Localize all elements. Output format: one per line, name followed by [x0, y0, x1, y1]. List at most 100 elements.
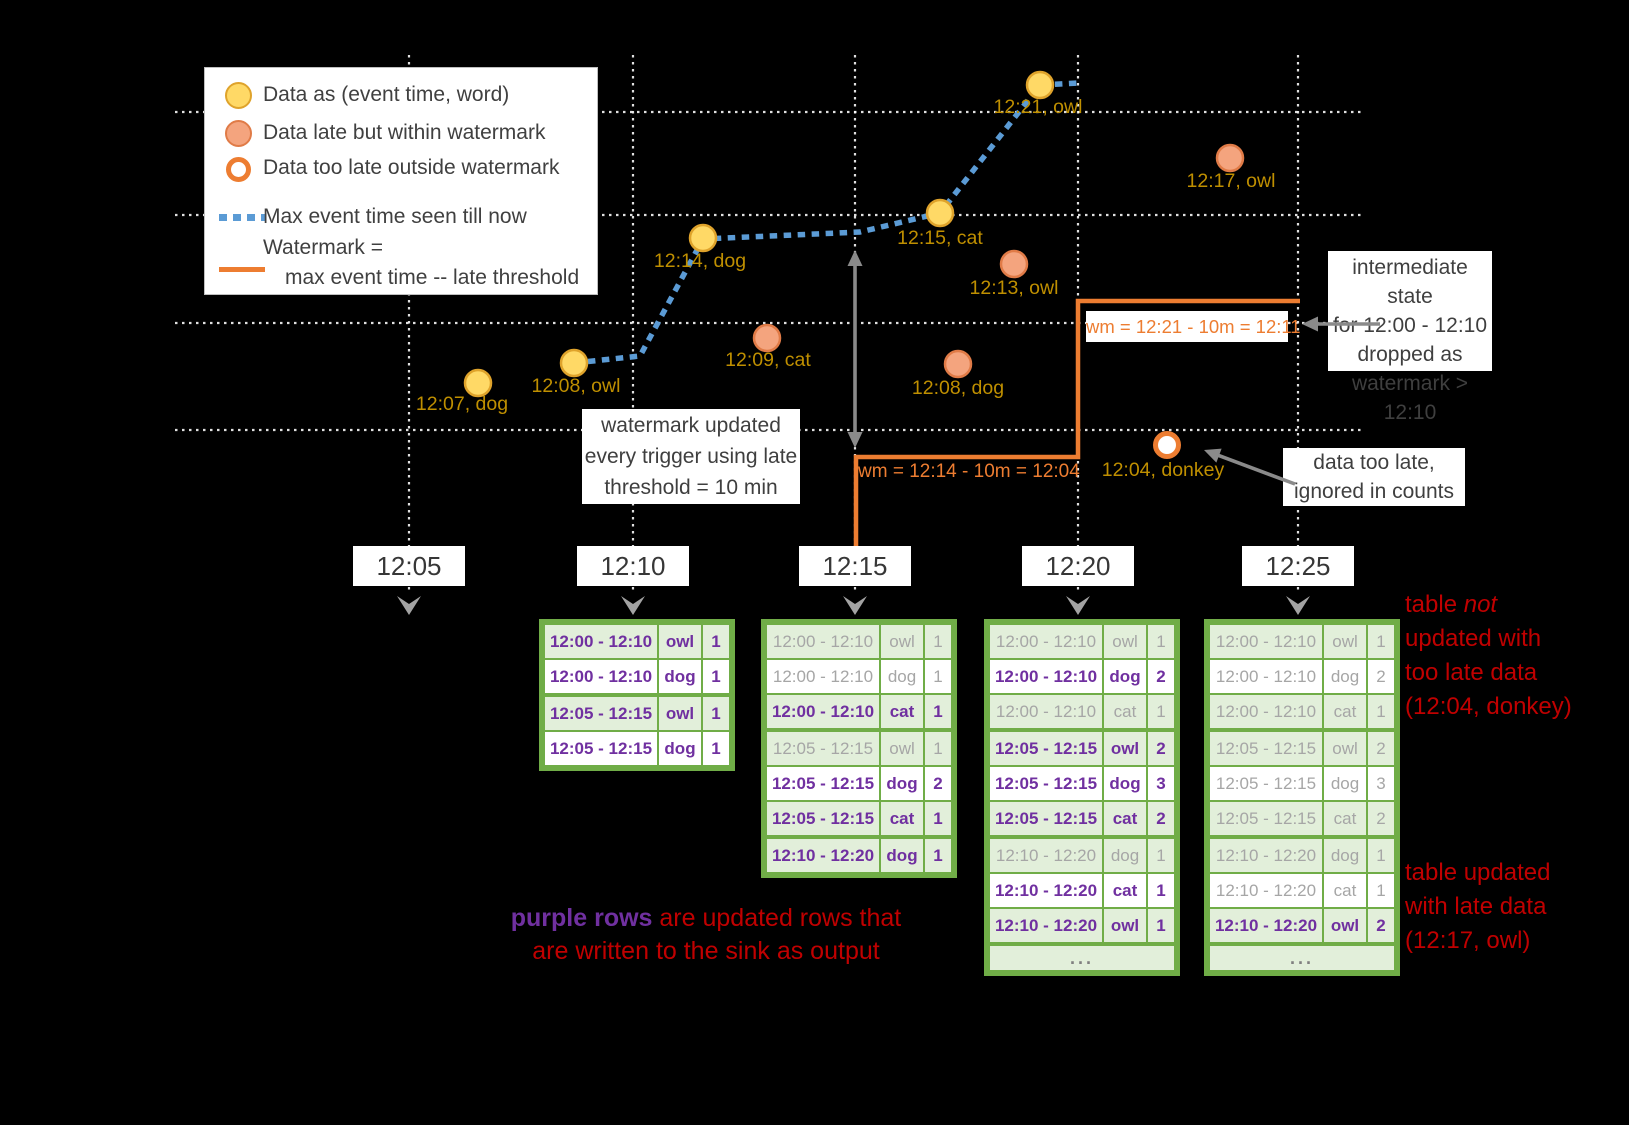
max-event-time-line	[573, 80, 1081, 366]
table-cell: 1	[1146, 623, 1176, 660]
data-point-12-21-owl	[1025, 70, 1055, 100]
legend: Data as (event time, word) Data late but…	[204, 67, 598, 295]
table-cell: 12:05 - 12:15	[765, 765, 881, 802]
table-cell: 12:00 - 12:10	[765, 623, 881, 660]
table-cell: dog	[1322, 658, 1368, 695]
table-cell: dog	[1102, 835, 1148, 874]
result-table-12:15-grid: 12:00 - 12:10 owl 1 12:00 - 12:10 dog 1 12:00 …	[765, 623, 953, 874]
table-cell: cat	[1322, 693, 1368, 731]
tick-12:15: 12:15	[799, 546, 911, 586]
table-more-cell: ...	[988, 942, 1176, 972]
table-cell: 1	[923, 623, 953, 660]
legend-item-toolate: Data too late outside watermark	[263, 156, 560, 179]
table-cell: 12:10 - 12:20	[988, 872, 1104, 909]
table-cell: 1	[701, 623, 731, 660]
table-cell: 12:00 - 12:10	[765, 658, 881, 695]
table-cell: 1	[1146, 835, 1176, 874]
table-row: 12:05 - 12:15 dog 3	[1208, 765, 1396, 802]
table-cell: 12:00 - 12:10	[765, 693, 881, 731]
point-label: 12:17, owl	[1187, 170, 1276, 192]
table-cell: dog	[1102, 658, 1148, 695]
table-row: 12:00 - 12:10 cat 1	[765, 693, 953, 731]
tick-12:25: 12:25	[1242, 546, 1354, 586]
point-label: 12:08, owl	[532, 375, 621, 397]
table-cell: dog	[879, 658, 925, 695]
table-cell: 2	[923, 765, 953, 802]
table-row: 12:00 - 12:10 cat 1	[988, 693, 1176, 731]
table-row: 12:05 - 12:15 owl 2	[988, 728, 1176, 767]
table-row: 12:10 - 12:20 owl 1	[988, 907, 1176, 945]
table-row: 12:00 - 12:10 owl 1	[765, 623, 953, 660]
table-row: 12:05 - 12:15 dog 1	[543, 730, 731, 767]
table-cell: 1	[701, 658, 731, 696]
point-label: 12:21, owl	[994, 96, 1083, 118]
watermark-value-label-2: wm = 12:21 - 10m = 12:11	[1086, 311, 1301, 342]
table-cell: dog	[657, 658, 703, 696]
callout-data-too-late: data too late, ignored in counts	[1283, 448, 1465, 506]
table-cell: owl	[1322, 728, 1368, 767]
table-cell: 12:00 - 12:10	[1208, 693, 1324, 731]
result-table-12:10: 12:00 - 12:10 owl 1 12:00 - 12:10 dog 1 12:05 …	[539, 619, 735, 771]
table-cell: owl	[1322, 907, 1368, 945]
table-cell: cat	[1102, 693, 1148, 731]
trigger-double-arrow-head	[847, 432, 863, 448]
table-cell: 3	[1146, 765, 1176, 802]
table-cell: 12:00 - 12:10	[988, 623, 1104, 660]
table-cell: dog	[879, 765, 925, 802]
table-cell: 1	[923, 800, 953, 838]
table-cell: cat	[879, 693, 925, 731]
table-cell: cat	[1322, 872, 1368, 909]
table-cell: 1	[923, 693, 953, 731]
table-row: 12:00 - 12:10 owl 1	[1208, 623, 1396, 660]
data-point-12-15-cat	[925, 198, 955, 228]
point-label: 12:07, dog	[416, 393, 508, 415]
toolate-dot-icon	[226, 157, 251, 182]
table-row: 12:00 - 12:10 dog 2	[1208, 658, 1396, 695]
point-label: 12:04, donkey	[1102, 459, 1225, 481]
tick-12:10: 12:10	[577, 546, 689, 586]
result-table-12:25-grid: 12:00 - 12:10 owl 1 12:00 - 12:10 dog 2 12:00 …	[1208, 623, 1396, 972]
data-point-12-09-cat	[752, 323, 782, 353]
table-cell: 2	[1146, 658, 1176, 695]
table-cell: 1	[923, 658, 953, 695]
table-cell: 2	[1366, 658, 1396, 695]
legend-item-maxline: Max event time seen till now	[263, 205, 527, 228]
table-cell: owl	[879, 728, 925, 767]
table-cell: 1	[1146, 907, 1176, 945]
table-cell: cat	[1102, 872, 1148, 909]
table-cell: 12:05 - 12:15	[765, 800, 881, 838]
table-cell: 12:10 - 12:20	[1208, 872, 1324, 909]
note-not-rest: updated with too late data (12:04, donke…	[1405, 625, 1572, 720]
table-cell: 1	[701, 693, 731, 732]
data-point-12-14-dog	[688, 223, 718, 253]
down-arrow-icon	[1286, 596, 1310, 615]
watermark-line-icon	[219, 267, 265, 272]
table-cell: 12:05 - 12:15	[988, 800, 1104, 838]
table-cell: 2	[1146, 728, 1176, 767]
table-cell: 12:05 - 12:15	[765, 728, 881, 767]
table-cell: dog	[1102, 765, 1148, 802]
table-cell: 1	[1366, 623, 1396, 660]
down-arrow-icon	[1066, 596, 1090, 615]
table-row: 12:10 - 12:20 cat 1	[1208, 872, 1396, 909]
table-cell: owl	[657, 623, 703, 660]
data-point-12-07-dog	[463, 368, 493, 398]
legend-item-watermark-1: Watermark =	[263, 236, 383, 259]
note-not-italic: not	[1463, 591, 1498, 618]
trigger-double-arrow-head	[847, 250, 863, 266]
point-label: 12:09, cat	[725, 349, 811, 371]
point-label: 12:13, owl	[970, 277, 1059, 299]
table-cell: 12:10 - 12:20	[1208, 835, 1324, 874]
table-row: 12:05 - 12:15 dog 3	[988, 765, 1176, 802]
table-cell: cat	[1102, 800, 1148, 838]
table-row: 12:10 - 12:20 cat 1	[988, 872, 1176, 909]
table-cell: owl	[879, 623, 925, 660]
table-cell: 12:05 - 12:15	[1208, 765, 1324, 802]
table-cell: 1	[1366, 835, 1396, 874]
data-point-12-08-dog	[943, 349, 973, 379]
table-row: 12:00 - 12:10 dog 1	[765, 658, 953, 695]
result-table-12:25: 12:00 - 12:10 owl 1 12:00 - 12:10 dog 2 12:00 …	[1204, 619, 1400, 976]
table-cell: 12:05 - 12:15	[543, 693, 659, 732]
table-row: 12:00 - 12:10 owl 1	[543, 623, 731, 660]
table-cell: owl	[657, 693, 703, 732]
